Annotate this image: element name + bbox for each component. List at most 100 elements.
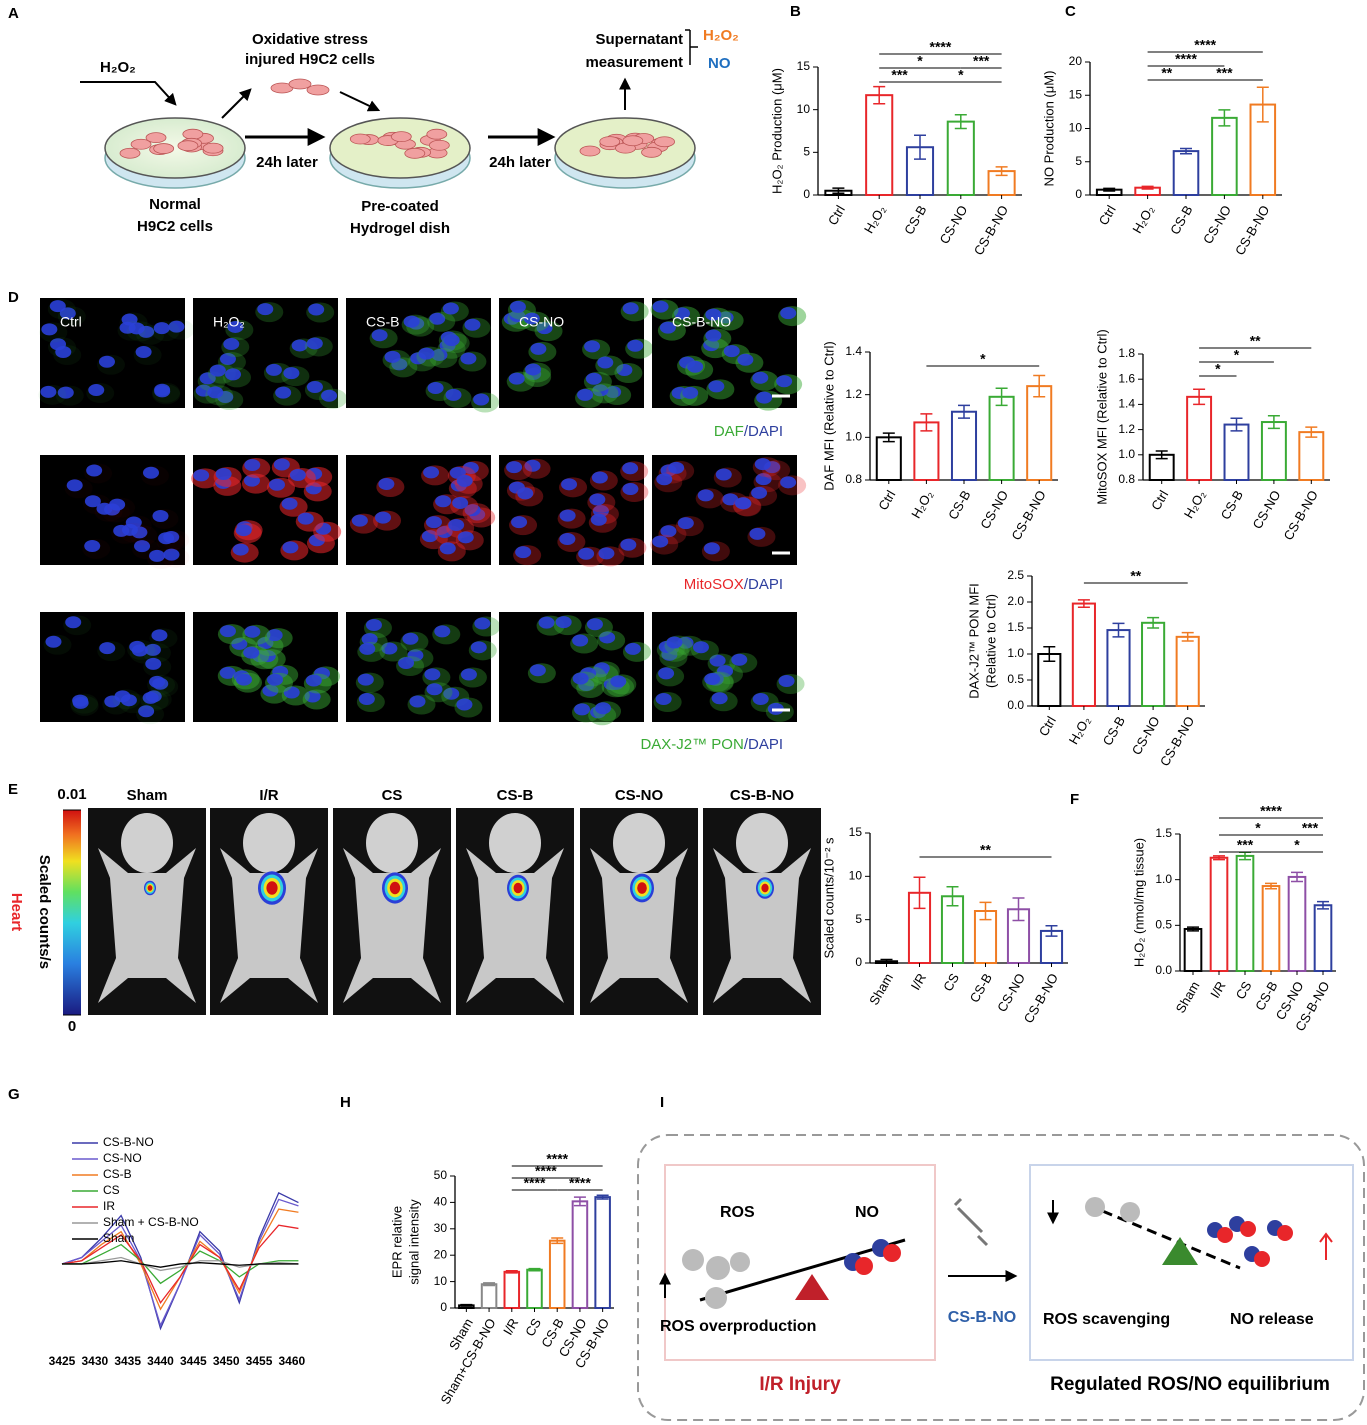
nucleus bbox=[72, 696, 89, 709]
label: ROS bbox=[720, 1204, 755, 1221]
seesaw bbox=[1087, 1203, 1241, 1270]
legend-label: CS bbox=[103, 1183, 120, 1197]
nucleus bbox=[711, 692, 728, 705]
nucleus bbox=[402, 632, 419, 645]
y-tick-label: 20 bbox=[434, 1247, 448, 1261]
signal bbox=[147, 885, 153, 891]
y-tick-label: 50 bbox=[434, 1168, 448, 1182]
label: NO release bbox=[1230, 1311, 1314, 1328]
nucleus bbox=[577, 388, 594, 401]
y-tick-label: 1.0 bbox=[1007, 646, 1024, 660]
nucleus bbox=[57, 386, 74, 399]
nucleus bbox=[464, 504, 481, 517]
mouse-head bbox=[121, 813, 173, 873]
nucleus bbox=[268, 478, 285, 491]
significance-label: *** bbox=[1237, 837, 1254, 853]
significance-label: * bbox=[1234, 347, 1240, 363]
nucleus bbox=[59, 307, 76, 320]
legend-label: CS-NO bbox=[103, 1151, 142, 1165]
stain: MitoSOX bbox=[684, 576, 744, 593]
label: ROS overproduction bbox=[660, 1318, 816, 1335]
y-tick-label: 0.0 bbox=[1155, 963, 1172, 977]
nucleus bbox=[435, 495, 452, 508]
stain: /DAPI bbox=[744, 423, 783, 440]
cell bbox=[130, 138, 152, 150]
significance-label: *** bbox=[973, 53, 990, 69]
nucleus bbox=[358, 692, 375, 705]
y-tick-label: 1.0 bbox=[1118, 447, 1135, 461]
nucleus bbox=[616, 364, 633, 377]
x-tick-label: CS-NO bbox=[936, 203, 970, 247]
nucleus bbox=[574, 703, 591, 716]
x-tick-label: CS-B bbox=[1100, 714, 1129, 748]
y-axis-label: (Relative to Ctrl) bbox=[983, 594, 998, 688]
y-tick-label: 10 bbox=[434, 1274, 448, 1288]
nucleus bbox=[751, 486, 768, 499]
y-tick-label: 0.8 bbox=[1118, 472, 1135, 486]
micrographs: Ctrl H₂O₂ CS-B CS-NO CS-B-NO bbox=[38, 298, 807, 726]
nucleus bbox=[244, 459, 261, 472]
error-bar bbox=[551, 1237, 564, 1245]
nucleus bbox=[231, 637, 248, 650]
cell bbox=[306, 84, 330, 96]
seesaw bbox=[699, 1238, 906, 1302]
x-tick-label: CS-NO bbox=[1250, 488, 1284, 532]
significance-label: **** bbox=[1194, 37, 1216, 53]
x-tick-label: H₂O₂ bbox=[1181, 488, 1209, 521]
error-bar bbox=[954, 114, 967, 130]
significance-label: **** bbox=[1175, 51, 1197, 67]
y-tick-label: 0 bbox=[855, 955, 862, 969]
nucleus bbox=[656, 473, 673, 486]
nucleus bbox=[470, 641, 487, 654]
significance-label: * bbox=[1294, 837, 1300, 853]
nucleus bbox=[121, 523, 138, 536]
cell bbox=[622, 135, 644, 147]
cell bbox=[288, 78, 312, 90]
error-bar bbox=[1155, 450, 1168, 460]
nucleus bbox=[591, 471, 608, 484]
nucleus bbox=[158, 532, 175, 545]
x-tick-label: Ctrl bbox=[1096, 203, 1119, 228]
stain: /DAPI bbox=[744, 736, 783, 753]
stain: DAX-J2™ PON bbox=[640, 736, 743, 753]
mechanism: ROS NO ROS overproduction I/R Injury CS-… bbox=[637, 1134, 1365, 1421]
y-axis-label: MitoSOX MFI (Relative to Ctrl) bbox=[1094, 329, 1109, 505]
error-bar bbox=[573, 1196, 586, 1207]
nucleus bbox=[109, 498, 126, 511]
nucleus bbox=[705, 329, 722, 342]
nucleus bbox=[652, 300, 669, 313]
nucleus bbox=[281, 497, 298, 510]
cell bbox=[119, 147, 141, 159]
x-tick-label: CS-NO bbox=[1200, 203, 1234, 247]
error-bar bbox=[1045, 924, 1058, 937]
spectrum-line bbox=[62, 1260, 299, 1268]
x-tick-label: 3455 bbox=[246, 1354, 273, 1368]
bar bbox=[1298, 431, 1325, 481]
y-tick-label: 1.2 bbox=[845, 387, 862, 401]
bar bbox=[865, 94, 894, 196]
error-bar bbox=[1180, 147, 1192, 155]
y-tick-label: 15 bbox=[797, 59, 811, 73]
nucleus bbox=[460, 352, 477, 365]
nucleus bbox=[780, 307, 797, 320]
nucleus bbox=[321, 389, 338, 402]
x-tick-label: 3445 bbox=[180, 1354, 207, 1368]
nucleus bbox=[610, 675, 627, 688]
panel-letter: I bbox=[660, 1094, 664, 1111]
nucleus bbox=[427, 381, 444, 394]
mouse-head bbox=[613, 813, 665, 873]
x-tick-label: I/R bbox=[500, 1316, 521, 1338]
cell bbox=[177, 140, 199, 152]
nucleus bbox=[425, 516, 442, 529]
nucleus bbox=[572, 634, 589, 647]
mouse bbox=[590, 848, 688, 1003]
stain: /DAPI bbox=[744, 576, 783, 593]
error-bar bbox=[958, 404, 970, 419]
y-tick-label: 5 bbox=[1075, 154, 1082, 168]
nucleus bbox=[219, 625, 236, 638]
error-bar bbox=[882, 432, 895, 443]
error-bar bbox=[995, 166, 1008, 177]
legend-label: Sham bbox=[103, 1231, 134, 1245]
micrograph bbox=[193, 612, 338, 722]
nucleus bbox=[243, 646, 260, 659]
